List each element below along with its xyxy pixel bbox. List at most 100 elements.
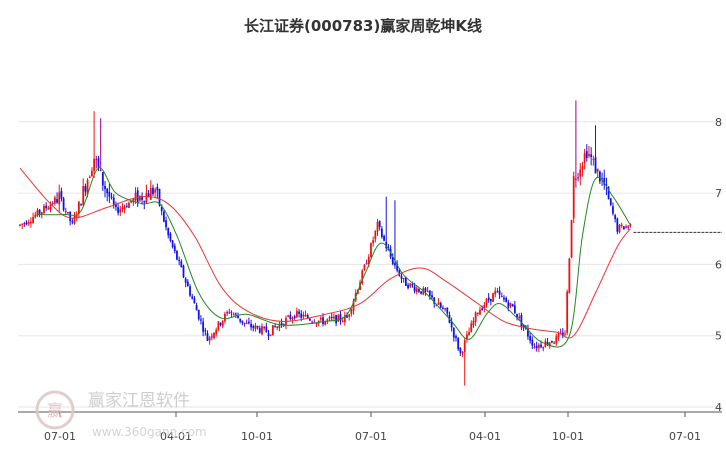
candle [152, 184, 154, 197]
candle [200, 315, 202, 325]
candle-body [455, 336, 457, 338]
candle-body [125, 206, 128, 208]
x-tick-label: 10-01 [241, 430, 273, 443]
candle [210, 333, 213, 341]
candle-body [315, 322, 318, 325]
candle-body [261, 326, 263, 335]
candle [568, 257, 571, 294]
candle [575, 100, 577, 188]
candle-body [106, 188, 109, 194]
candle [350, 308, 353, 317]
candle [248, 317, 250, 325]
y-tick-label: 8 [715, 116, 722, 129]
candle-body [420, 291, 423, 294]
candle-body [400, 275, 403, 279]
candle [577, 172, 579, 182]
candle [171, 239, 174, 249]
candle-body [112, 197, 115, 205]
candle-body [36, 209, 39, 216]
candle-body [184, 278, 187, 283]
candle [121, 203, 124, 213]
candle [224, 311, 226, 324]
candle [143, 200, 146, 210]
candle [110, 192, 113, 200]
candle [280, 318, 283, 328]
candle [612, 202, 614, 216]
candle-body [256, 326, 259, 328]
candle-body [204, 330, 207, 332]
candle-body [330, 317, 333, 319]
candle-body [503, 297, 505, 300]
candle-body [180, 261, 183, 268]
candle [426, 287, 429, 293]
candle-body [348, 314, 351, 317]
candle-body [149, 188, 152, 200]
candle-body [19, 224, 21, 226]
candle-body [618, 224, 621, 233]
y-tick-label: 4 [715, 401, 722, 414]
candle-body [152, 187, 154, 195]
candle-body [195, 304, 198, 311]
candle [614, 213, 617, 223]
candle-body [80, 204, 82, 206]
candle-body [404, 277, 407, 286]
candle [489, 298, 492, 306]
candle-body [518, 316, 521, 319]
candle-body [99, 170, 102, 172]
candle [215, 327, 218, 337]
candle [564, 330, 566, 338]
candle-body [189, 286, 191, 296]
candle [132, 197, 135, 206]
candle-body [498, 290, 501, 295]
candle [487, 293, 490, 303]
candle [385, 196, 388, 252]
candle-body [411, 284, 414, 286]
x-tick-label: 10-01 [552, 430, 584, 443]
candle [439, 301, 442, 309]
candle [167, 227, 170, 239]
candle [202, 317, 205, 337]
candle [391, 253, 394, 266]
candle-body [64, 210, 67, 212]
candle-body [487, 297, 490, 301]
candle [409, 282, 412, 289]
candle [265, 322, 268, 333]
candle [531, 336, 534, 350]
candle [365, 259, 368, 265]
candle-body [409, 283, 412, 287]
candle-body [82, 186, 85, 206]
candle-body [481, 308, 484, 310]
candle [317, 320, 320, 327]
candle-body [252, 326, 255, 328]
candle-body [232, 314, 235, 316]
candle-body [285, 318, 287, 326]
candle-body [141, 196, 143, 200]
candle-body [585, 151, 588, 159]
candle [189, 284, 191, 298]
candle-body [171, 240, 174, 247]
candle-body [612, 206, 614, 214]
candle [322, 313, 324, 327]
candle-body [328, 317, 331, 319]
candle [276, 325, 279, 331]
candle-body [62, 198, 65, 210]
candle-body [311, 321, 314, 323]
candle [256, 325, 259, 330]
candle-body [60, 190, 63, 199]
candle [101, 171, 104, 192]
candle-body [433, 297, 436, 304]
candle-body [117, 207, 119, 213]
candle-body [200, 319, 202, 321]
candle [437, 298, 440, 305]
candle-body [370, 243, 372, 258]
candle-body [258, 327, 261, 333]
candle-body [173, 245, 176, 252]
candles [19, 100, 632, 386]
candle-body [452, 327, 455, 338]
candle-body [304, 314, 307, 317]
watermark-logo-glyph: 赢 [47, 401, 63, 420]
candle [117, 202, 119, 216]
candle-body [513, 305, 516, 314]
candle-body [579, 169, 582, 177]
candle-body [622, 226, 625, 230]
